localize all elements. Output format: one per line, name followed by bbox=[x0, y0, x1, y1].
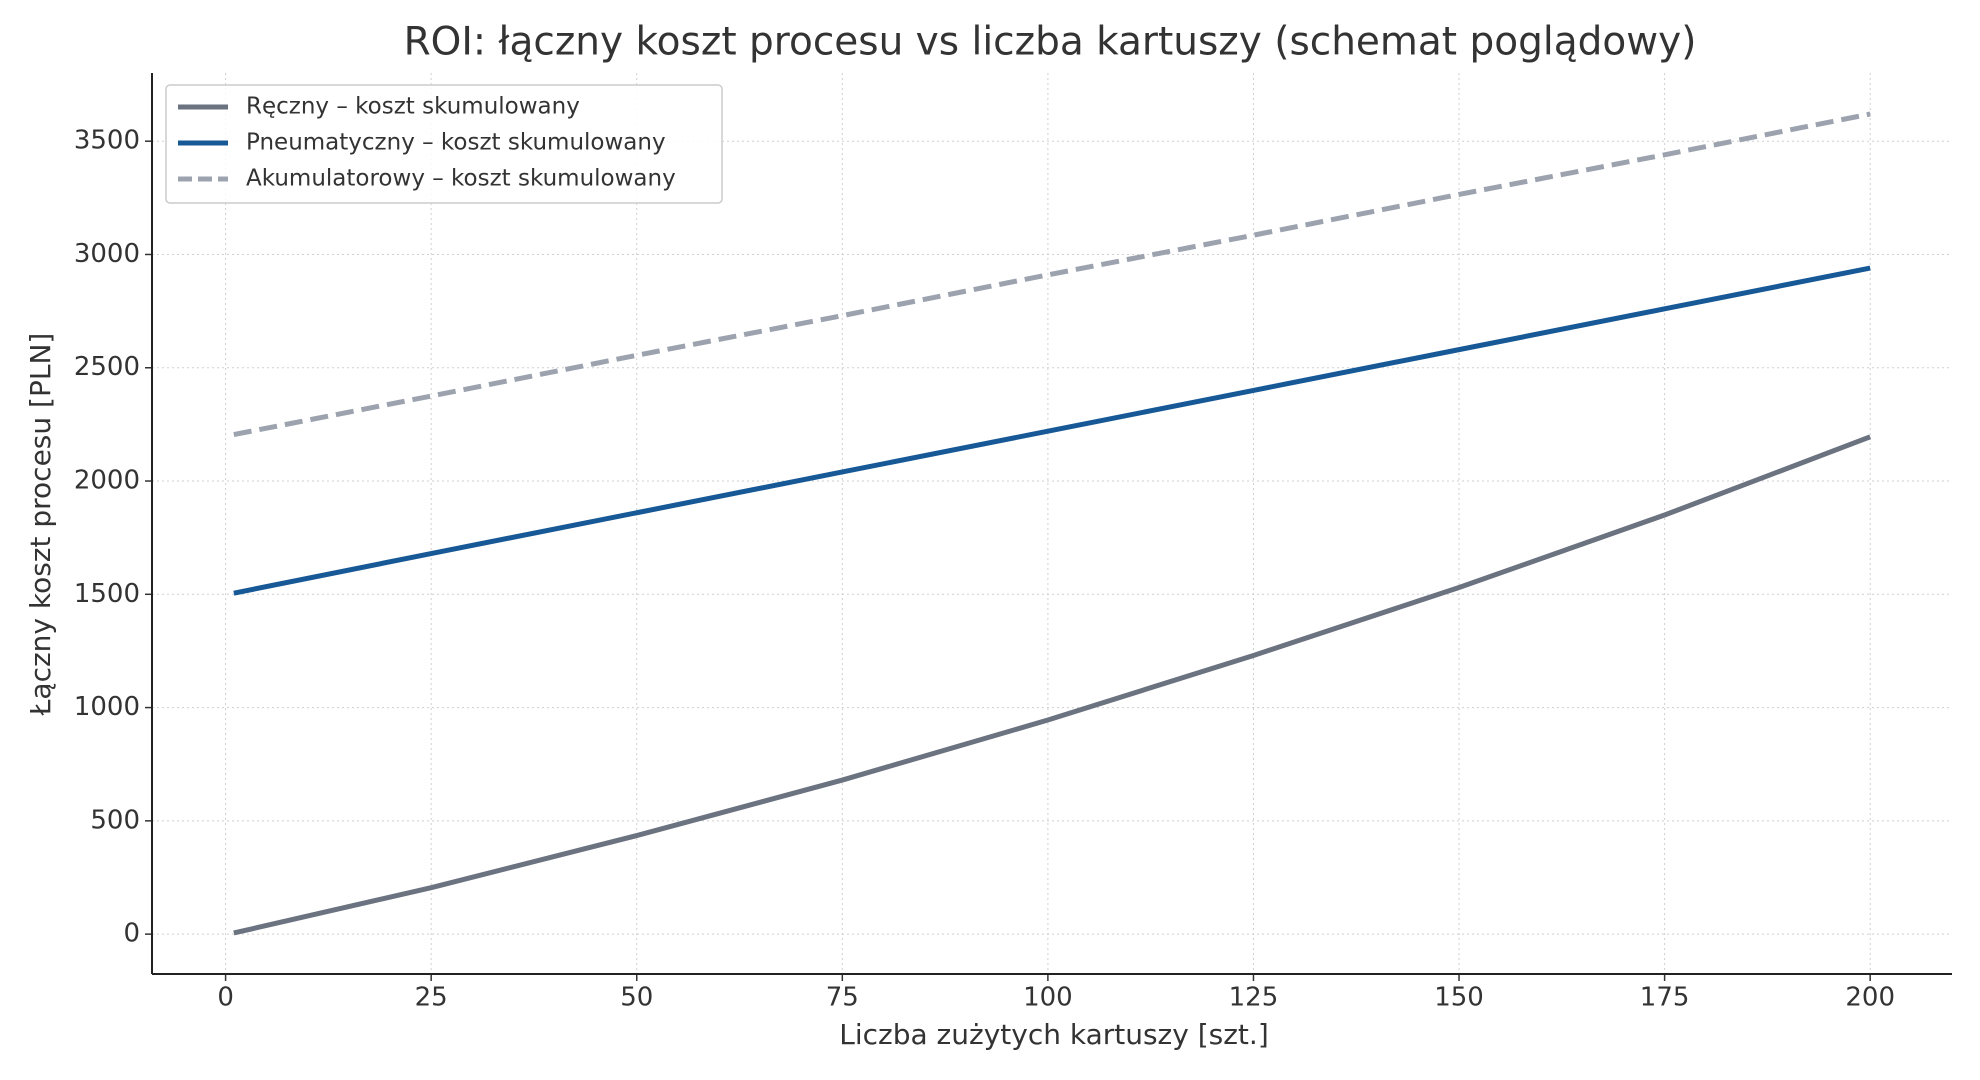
legend-label: Akumulatorowy – koszt skumulowany bbox=[246, 166, 676, 192]
y-tick-label: 2000 bbox=[74, 466, 140, 496]
x-tick-label: 0 bbox=[217, 983, 234, 1013]
x-tick-label: 175 bbox=[1640, 983, 1690, 1013]
y-tick-label: 1500 bbox=[74, 579, 140, 609]
series-line bbox=[233, 111, 1871, 438]
series-line bbox=[233, 265, 1871, 596]
y-tick-label: 1000 bbox=[74, 692, 140, 722]
legend-label: Ręczny – koszt skumulowany bbox=[246, 94, 580, 120]
y-tick-label: 3500 bbox=[74, 126, 140, 156]
x-tick-label: 200 bbox=[1845, 983, 1895, 1013]
legend-box bbox=[165, 84, 723, 204]
legend-label: Pneumatyczny – koszt skumulowany bbox=[246, 130, 666, 156]
x-tick-label: 50 bbox=[620, 983, 653, 1013]
legend: Ręczny – koszt skumulowany Pneumatyczny –… bbox=[165, 84, 723, 204]
x-tick-label: 25 bbox=[415, 983, 448, 1013]
x-tick-label: 100 bbox=[1023, 983, 1073, 1013]
x-tick-label: 150 bbox=[1434, 983, 1484, 1013]
y-tick-label: 500 bbox=[90, 805, 140, 835]
x-tick-label: 75 bbox=[826, 983, 859, 1013]
y-tick-label: 0 bbox=[123, 919, 140, 949]
x-tick-label: 125 bbox=[1229, 983, 1279, 1013]
x-axis-label: Liczba zużytych kartuszy [szt.] bbox=[839, 1018, 1269, 1051]
y-axis-label: Łączny koszt procesu [PLN] bbox=[24, 333, 57, 717]
y-tick-label: 3000 bbox=[74, 239, 140, 269]
y-tick-label: 2500 bbox=[74, 352, 140, 382]
chart-title: ROI: łączny koszt procesu vs liczba kart… bbox=[404, 20, 1697, 65]
series-line bbox=[233, 434, 1872, 936]
